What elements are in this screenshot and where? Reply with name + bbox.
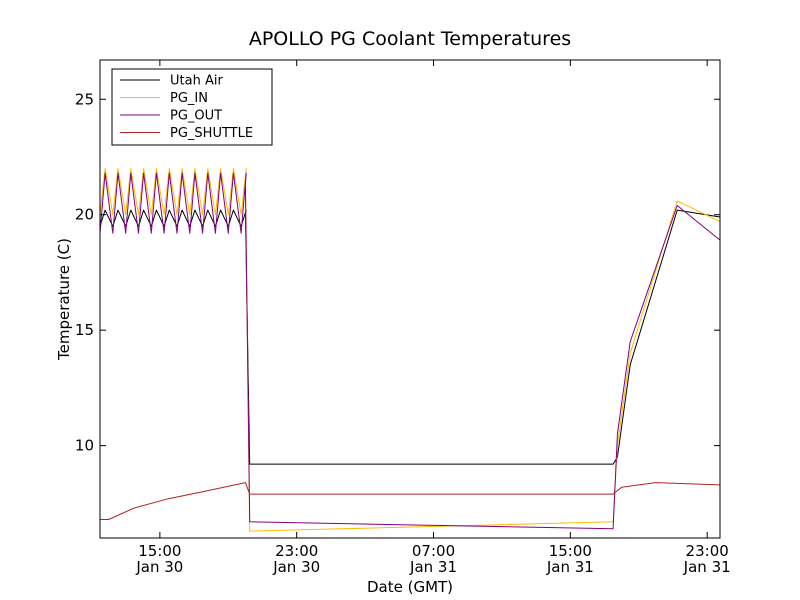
series-layer [99,168,721,532]
legend-label-pg-shuttle: PG_SHUTTLE [170,126,253,141]
legend: Utah Air PG_IN PG_OUT PG_SHUTTLE [111,68,273,146]
y-tick-label: 25 [75,90,94,108]
x-tick-label-date: Jan 31 [546,558,594,576]
legend-label-utah-air: Utah Air [170,74,223,89]
series-line-pg-out [99,172,721,530]
legend-label-pg-in: PG_IN [170,91,208,106]
x-tick-label-time: 15:00 [549,542,592,560]
x-tick-label-date: Jan 31 [409,558,457,576]
x-tick-label-date: Jan 30 [272,558,320,576]
x-tick-label-time: 07:00 [412,542,455,560]
x-tick-label-date: Jan 30 [135,558,183,576]
series-line-utah-air [99,209,721,465]
plot-frame [99,59,721,539]
y-tick-label: 20 [75,206,94,224]
x-axis-label: Date (GMT) [367,578,453,596]
y-axis-label: Temperature (C) [55,238,73,361]
y-tick-label: 10 [75,437,94,455]
x-tick-label-time: 23:00 [275,542,318,560]
x-tick-label-date: Jan 31 [683,558,731,576]
x-tick-label-time: 15:00 [138,542,181,560]
x-tick-label-time: 23:00 [686,542,729,560]
chart-title: APOLLO PG Coolant Temperatures [249,28,571,50]
legend-label-pg-out: PG_OUT [170,109,222,124]
y-tick-label: 15 [75,321,94,339]
series-line-pg-in [99,168,721,532]
series-line-pg-shuttle [100,482,721,520]
